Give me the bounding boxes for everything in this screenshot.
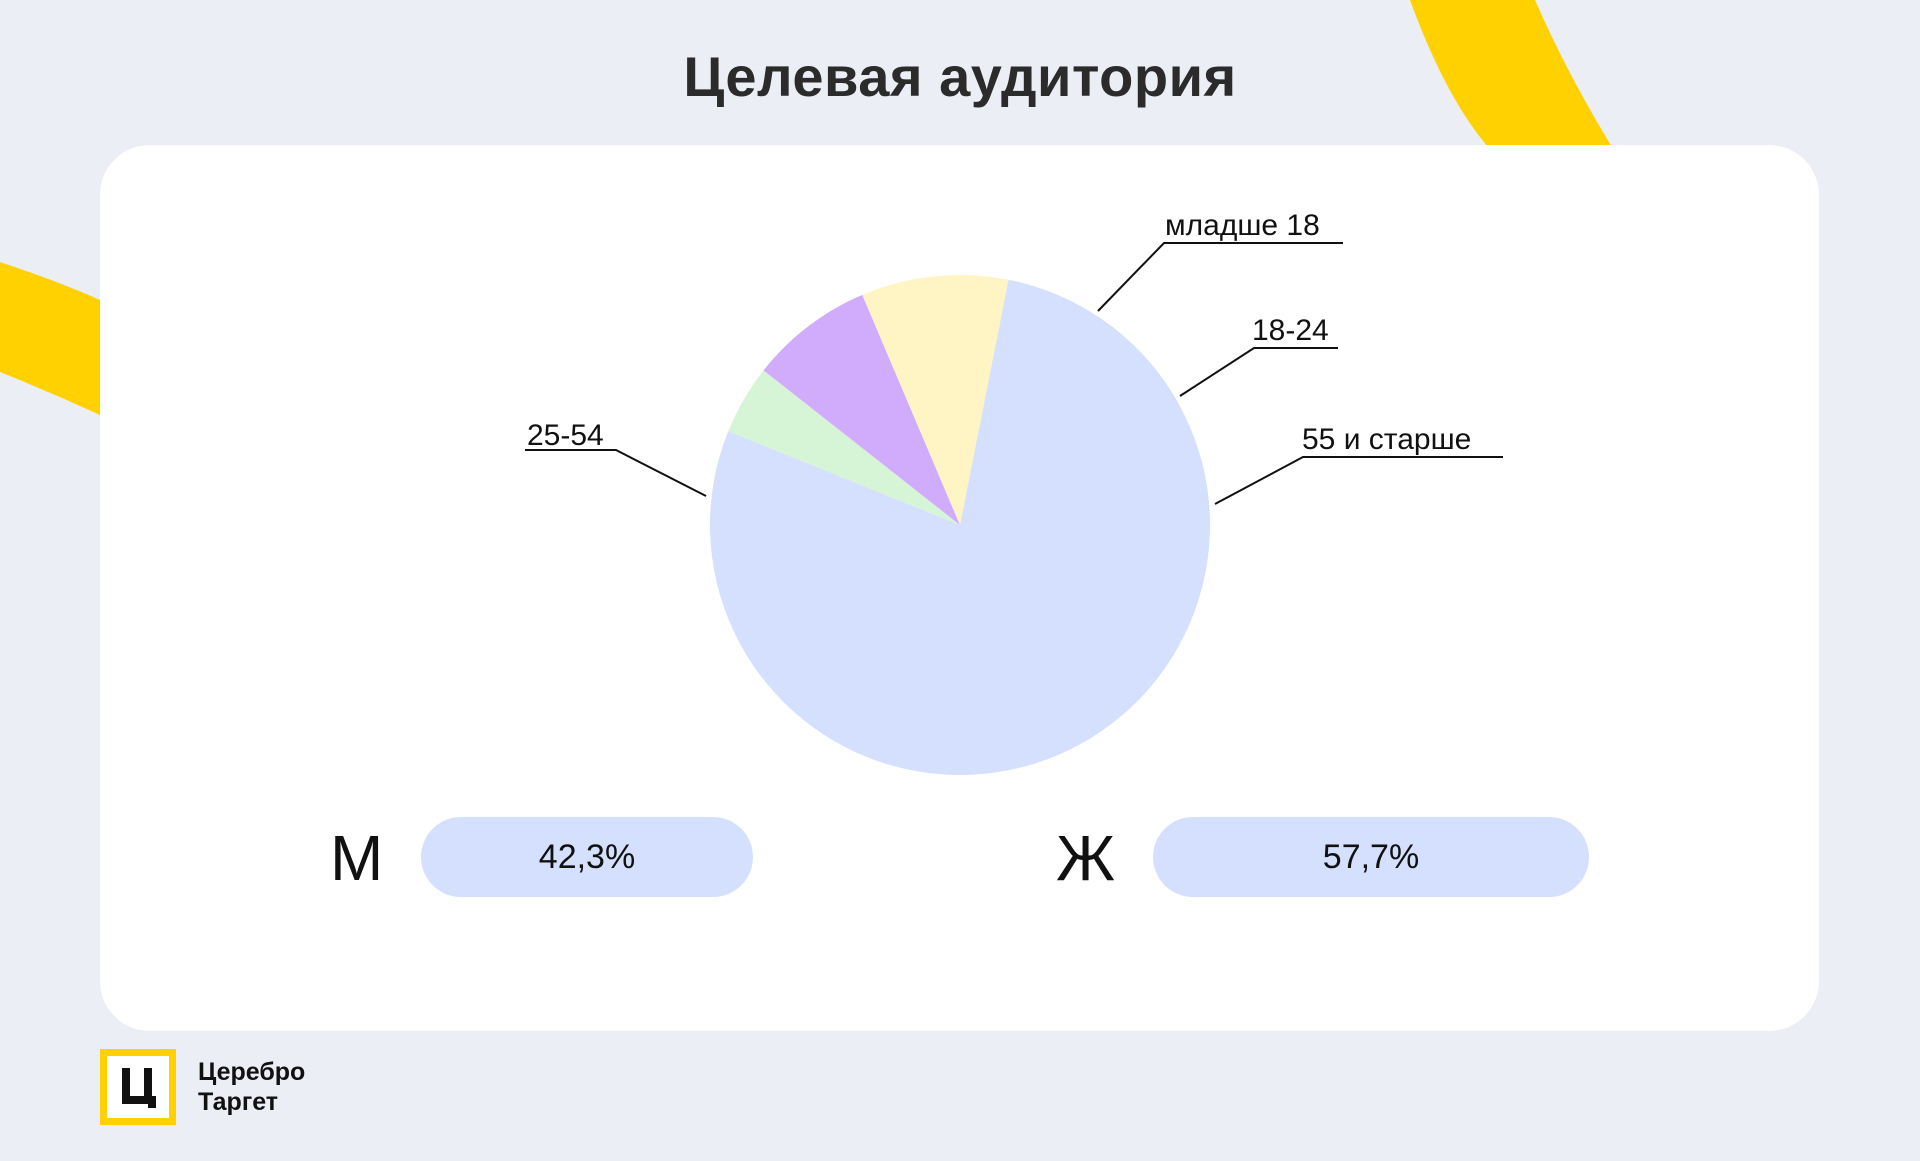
logo-glyph-icon xyxy=(122,1068,156,1108)
pie-slice-2 xyxy=(862,275,1009,525)
gender-female-value: 57,7% xyxy=(1153,817,1589,897)
leader-55-plus xyxy=(1214,456,1503,505)
slice-label-under-18: младше 18 xyxy=(1165,209,1320,242)
brand-logo: Церебро Таргет xyxy=(100,1049,305,1125)
logo-line-1: Церебро xyxy=(198,1058,306,1086)
gender-male-label: М xyxy=(330,822,384,894)
pie-slice-1 xyxy=(763,294,960,525)
slice-label-18-24: 18-24 xyxy=(1252,314,1329,347)
pie-slice-0 xyxy=(728,370,960,525)
page-title: Целевая аудитория xyxy=(683,45,1237,108)
gender-male-value: 42,3% xyxy=(421,817,753,897)
slice-label-25-54: 25-54 xyxy=(527,419,604,452)
pie-slices xyxy=(710,275,1211,775)
logo-mark-icon xyxy=(100,1049,176,1125)
slice-label-55-plus: 55 и старше xyxy=(1302,423,1471,456)
logo-line-2: Таргет xyxy=(198,1088,279,1116)
leader-25-54 xyxy=(525,449,707,497)
pie-slice-3 xyxy=(710,279,1211,775)
leader-under-18 xyxy=(1097,242,1343,312)
gender-female-label: Ж xyxy=(1056,822,1116,894)
logo-text: Церебро Таргет xyxy=(198,1057,305,1117)
yellow-arc-left xyxy=(0,262,100,415)
callout-leaders xyxy=(525,242,1503,505)
yellow-arc-top-right xyxy=(1410,0,1620,160)
leader-18-24 xyxy=(1179,347,1338,397)
